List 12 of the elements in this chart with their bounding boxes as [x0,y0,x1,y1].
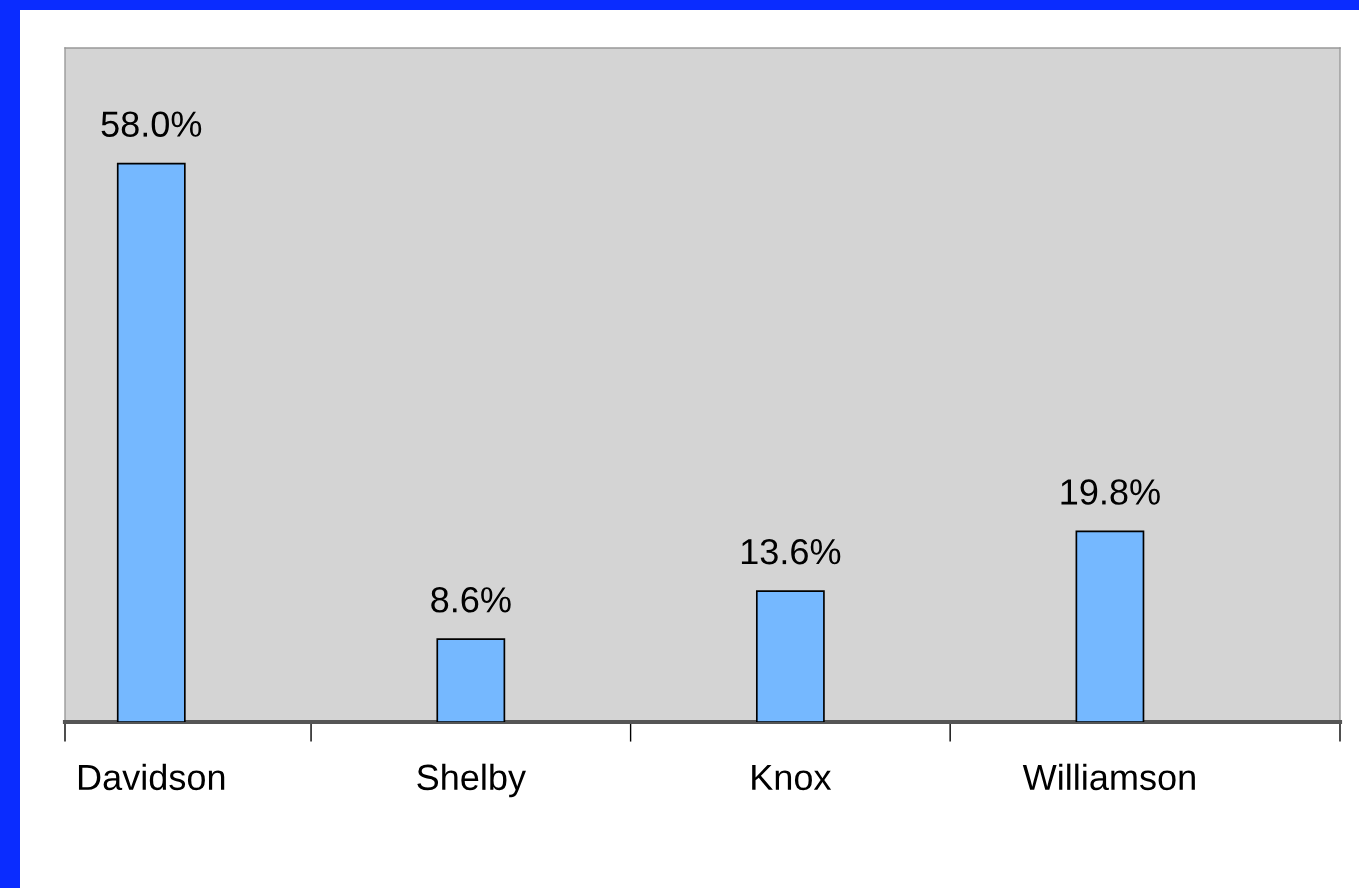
bar [755,590,825,722]
data-label: 8.6% [431,587,511,613]
data-label: 13.6% [741,538,841,565]
data-label: 19.8% [1061,479,1160,505]
x-tick-label: Knox [752,764,832,791]
x-tick-label: Shelby [417,763,526,798]
bar [116,162,186,722]
bar [436,638,506,722]
x-tick-label: Williamson [1022,763,1195,791]
x-tick-label: Davidson [78,763,225,791]
bar [1075,530,1145,722]
data-label: 58.0% [101,111,202,137]
